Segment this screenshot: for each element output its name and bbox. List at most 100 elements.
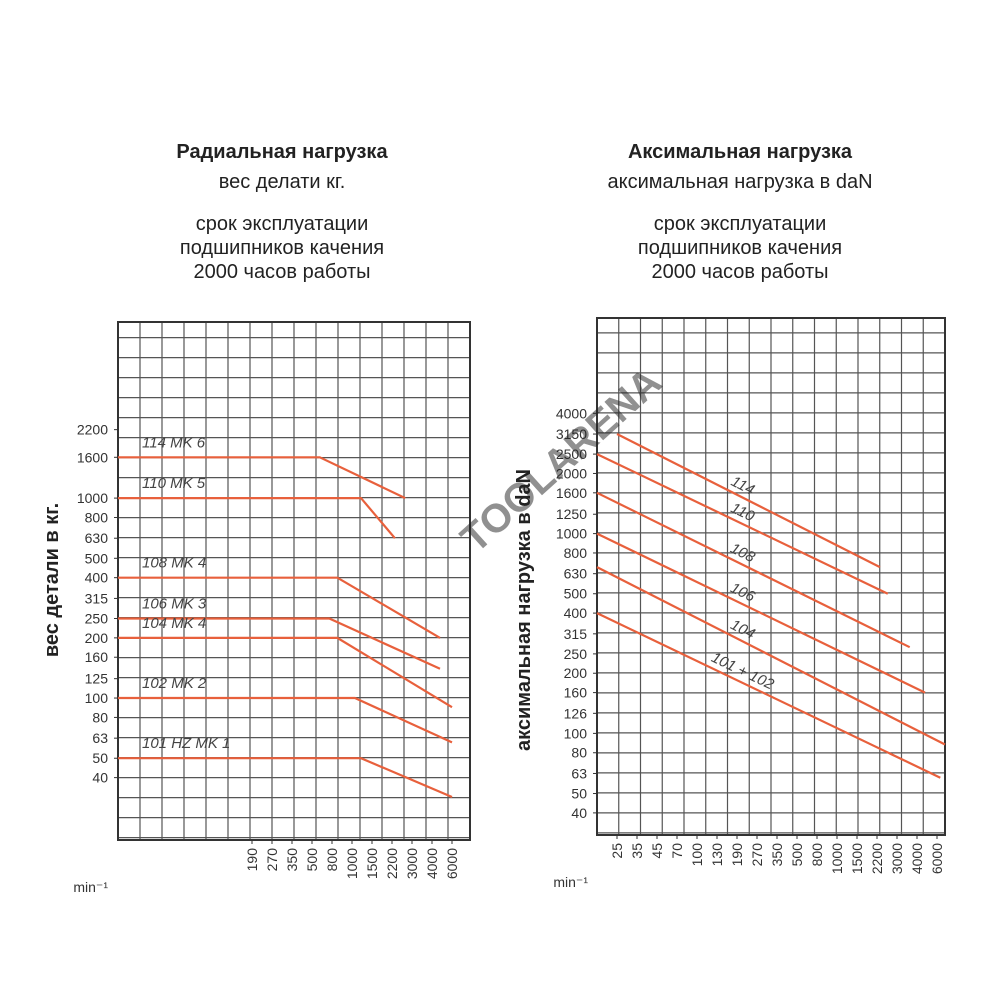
y-tick-label: 1600: [77, 449, 108, 465]
y-axis-label: вес детали в кг.: [41, 503, 63, 657]
y-tick-label: 1600: [556, 485, 587, 501]
series-line: [118, 696, 453, 744]
plot-frame: [117, 321, 471, 841]
y-tick-label: 1250: [556, 506, 587, 522]
y-tick-label: 80: [571, 745, 587, 761]
series-line: [118, 497, 396, 539]
x-tick-label: 4000: [424, 848, 440, 879]
x-axis-label: min⁻¹: [553, 874, 588, 890]
x-tick-label: 500: [789, 843, 805, 867]
series-line: [596, 491, 911, 649]
series-line: [596, 453, 889, 595]
series-line: [118, 617, 441, 670]
y-tick-label: 2500: [556, 446, 587, 462]
x-tick-label: 4000: [909, 843, 925, 874]
x-tick-label: 70: [669, 843, 685, 859]
description-line: срок эксплуатации: [654, 213, 827, 235]
description-line: подшипников качения: [180, 237, 384, 259]
x-tick-label: 1500: [364, 848, 380, 879]
series-label: 114 MK 6: [142, 434, 206, 451]
x-tick-label: 270: [749, 843, 765, 867]
y-tick-label: 125: [85, 671, 109, 687]
x-tick-label: 35: [629, 843, 645, 859]
chart-subtitle: вес делати кг.: [219, 171, 346, 193]
y-tick-label: 400: [85, 570, 109, 586]
y-tick-label: 80: [92, 709, 108, 725]
series-line: [118, 576, 441, 639]
description-line: подшипников качения: [638, 237, 842, 259]
y-tick-label: 400: [564, 605, 588, 621]
y-tick-label: 315: [85, 590, 109, 606]
chart-subtitle: аксимальная нагрузка в daN: [607, 171, 872, 193]
chart-title: Аксимальная нагрузка: [628, 141, 853, 163]
y-tick-label: 250: [85, 610, 109, 626]
x-tick-label: 25: [609, 843, 625, 859]
y-tick-label: 800: [564, 545, 588, 561]
x-tick-label: 130: [709, 843, 725, 867]
grid: [118, 322, 470, 840]
grid: [597, 318, 945, 835]
series-line: [596, 612, 941, 779]
x-tick-label: 500: [304, 848, 320, 872]
y-tick-label: 500: [85, 550, 109, 566]
y-tick-label: 500: [564, 586, 588, 602]
y-tick-label: 250: [564, 646, 588, 662]
y-tick-label: 1000: [77, 490, 108, 506]
x-tick-label: 6000: [929, 843, 945, 874]
y-tick-label: 40: [571, 805, 587, 821]
x-axis-label: min⁻¹: [73, 879, 108, 895]
series-label: 108 MK 4: [142, 555, 206, 572]
series-label: 101 HZ MK 1: [142, 735, 230, 752]
description-line: срок эксплуатации: [196, 213, 369, 235]
x-tick-label: 1000: [829, 843, 845, 874]
x-tick-label: 2200: [869, 843, 885, 874]
plot-frame: [596, 317, 946, 836]
series-line: [118, 636, 453, 709]
y-tick-label: 800: [85, 509, 109, 525]
y-tick-label: 1000: [556, 526, 587, 542]
x-tick-label: 190: [729, 843, 745, 867]
y-tick-label: 3150: [556, 426, 587, 442]
series-label: 110 MK 5: [142, 475, 206, 492]
series-label: 102 MK 2: [142, 675, 207, 692]
x-tick-label: 3000: [889, 843, 905, 874]
x-tick-label: 100: [689, 843, 705, 867]
series-line: [596, 566, 946, 746]
x-tick-label: 270: [264, 848, 280, 872]
series-label: 104 MK 4: [142, 615, 206, 632]
x-tick-label: 1500: [849, 843, 865, 874]
y-tick-label: 50: [92, 750, 108, 766]
x-tick-label: 1000: [344, 848, 360, 879]
y-tick-label: 315: [564, 626, 588, 642]
series-line: [596, 532, 926, 694]
description-line: 2000 часов работы: [651, 261, 828, 283]
x-tick-label: 190: [244, 848, 260, 872]
x-tick-label: 45: [649, 843, 665, 859]
x-tick-label: 6000: [444, 848, 460, 879]
x-tick-label: 350: [769, 843, 785, 867]
series-line: [118, 456, 406, 500]
y-axis-label: аксимальная нагрузка в daN: [513, 469, 535, 751]
x-tick-label: 350: [284, 848, 300, 872]
y-tick-label: 50: [571, 786, 587, 802]
y-tick-label: 630: [564, 566, 588, 582]
chart-title: Радиальная нагрузка: [176, 141, 388, 163]
series-label: 106 MK 3: [142, 595, 207, 612]
y-tick-label: 4000: [556, 405, 587, 421]
y-tick-label: 200: [564, 665, 588, 681]
x-tick-label: 2200: [384, 848, 400, 879]
y-tick-label: 100: [85, 690, 109, 706]
y-tick-label: 100: [564, 725, 588, 741]
y-tick-label: 160: [564, 685, 588, 701]
x-tick-label: 800: [809, 843, 825, 867]
x-tick-label: 3000: [404, 848, 420, 879]
x-tick-label: 800: [324, 848, 340, 872]
y-tick-label: 40: [92, 770, 108, 786]
y-tick-label: 63: [571, 765, 587, 781]
series-line: [616, 433, 881, 569]
series-line: [118, 757, 453, 799]
y-tick-label: 200: [85, 630, 109, 646]
description-line: 2000 часов работы: [193, 261, 370, 283]
y-tick-label: 630: [85, 530, 109, 546]
